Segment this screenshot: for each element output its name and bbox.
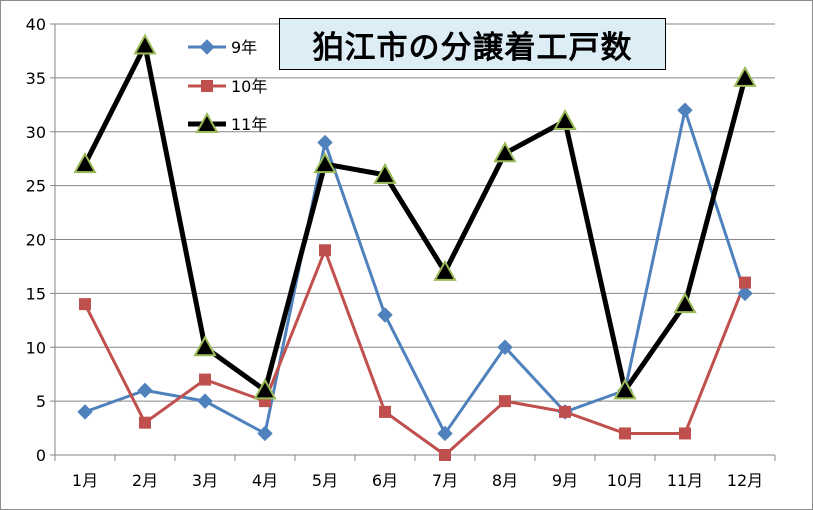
y-tick-label: 40 [26,15,46,34]
x-tick-label: 7月 [432,471,458,490]
data-point-9年-1月 [77,404,93,420]
series-line-9年 [84,108,747,435]
x-tick-label: 6月 [372,471,398,490]
data-point-10年-6月 [379,405,391,418]
x-tick-label: 2月 [132,471,158,490]
y-tick-label: 20 [26,231,46,250]
y-tick-label: 30 [26,123,46,142]
x-tick-labels: 1月 2月 3月 4月 5月 6月 7月 8月 9月 10月 11月 12月 [72,471,763,490]
data-point-11年-12月 [733,65,757,87]
x-tick-label: 3月 [192,471,218,490]
legend-label: 11年 [231,115,267,134]
data-point-9年-12月 [737,285,753,302]
y-tick-label: 15 [26,284,46,303]
legend-label: 9年 [231,38,257,57]
x-tick-label: 1月 [72,471,98,490]
legend-label: 10年 [231,77,267,96]
y-tick-labels: 0 5 10 15 20 25 30 35 40 [26,15,46,465]
series-line-10年 [83,248,747,457]
x-tick-label: 5月 [312,471,338,490]
data-point-11年-4月 [253,378,277,400]
data-point-10年-11月 [679,427,691,440]
legend-swatch-marker [199,39,215,55]
x-tick-label: 12月 [727,471,763,490]
y-tick-label: 10 [26,338,46,357]
x-tick-label: 9月 [552,471,578,490]
y-tick-label: 0 [36,446,46,465]
x-tick-label: 11月 [667,471,703,490]
data-point-11年-2月 [133,33,157,55]
series-markers [73,33,757,461]
legend-swatch-marker [201,80,213,92]
data-point-10年-7月 [439,449,451,461]
data-point-9年-11月 [677,102,693,118]
data-point-9年-8月 [497,339,513,355]
data-point-10年-8月 [499,395,511,408]
data-point-11年-3月 [193,335,217,357]
data-point-9年-7月 [437,425,453,442]
y-tick-label: 35 [26,69,46,88]
axes [50,23,776,461]
legend: 9年 10年 11年 [188,38,267,134]
data-point-10年-10月 [619,427,631,440]
data-point-11年-7月 [433,259,457,281]
y-tick-label: 5 [36,392,46,411]
series-lines [82,43,748,457]
chart-title: 狛江市の分譲着工戸数 [279,18,666,70]
data-point-10年-9月 [559,405,571,418]
data-point-11年-11月 [673,292,697,314]
data-point-9年-5月 [317,134,333,151]
x-tick-label: 10月 [607,471,643,490]
x-tick-label: 4月 [252,471,278,490]
data-point-9年-6月 [377,307,393,323]
series-line-11年 [82,43,748,393]
gridlines [55,23,775,402]
data-point-11年-8月 [493,141,517,163]
data-point-11年-9月 [553,108,577,130]
data-point-11年-6月 [373,162,397,184]
data-point-9年-2月 [137,382,153,399]
data-point-11年-1月 [73,152,97,174]
data-point-9年-3月 [197,393,213,409]
data-point-10年-3月 [199,373,211,386]
data-point-11年-10月 [613,378,637,400]
data-point-10年-2月 [139,416,151,429]
data-point-10年-1月 [79,298,91,311]
data-point-11年-5月 [313,152,337,174]
legend-swatch-marker [195,111,219,133]
y-tick-label: 25 [26,177,46,196]
data-point-10年-12月 [739,276,751,289]
data-point-9年-4月 [257,425,273,442]
x-tick-label: 8月 [492,471,518,490]
data-point-10年-5月 [319,244,331,257]
